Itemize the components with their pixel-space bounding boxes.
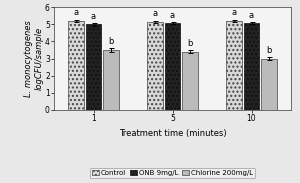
Text: a: a	[249, 11, 254, 20]
Y-axis label: L. monocytogenes
logCFU/sample: L. monocytogenes logCFU/sample	[24, 20, 44, 97]
Bar	[182, 52, 198, 110]
Text: a: a	[170, 11, 175, 20]
X-axis label: Treatment time (minutes): Treatment time (minutes)	[119, 128, 226, 137]
Text: b: b	[108, 37, 114, 46]
Text: a: a	[232, 8, 237, 17]
Bar	[226, 21, 242, 110]
Bar	[147, 22, 163, 110]
Bar	[85, 24, 101, 110]
Bar	[244, 23, 260, 110]
Text: b: b	[187, 39, 193, 48]
Text: a: a	[74, 8, 79, 17]
Legend: Control, ONB 9mg/L, Chlorine 200mg/L: Control, ONB 9mg/L, Chlorine 200mg/L	[90, 168, 255, 178]
Bar	[103, 50, 119, 110]
Bar	[261, 59, 277, 110]
Bar	[165, 23, 180, 110]
Text: b: b	[266, 46, 272, 55]
Bar	[68, 21, 84, 110]
Text: a: a	[91, 12, 96, 21]
Text: a: a	[153, 9, 158, 18]
